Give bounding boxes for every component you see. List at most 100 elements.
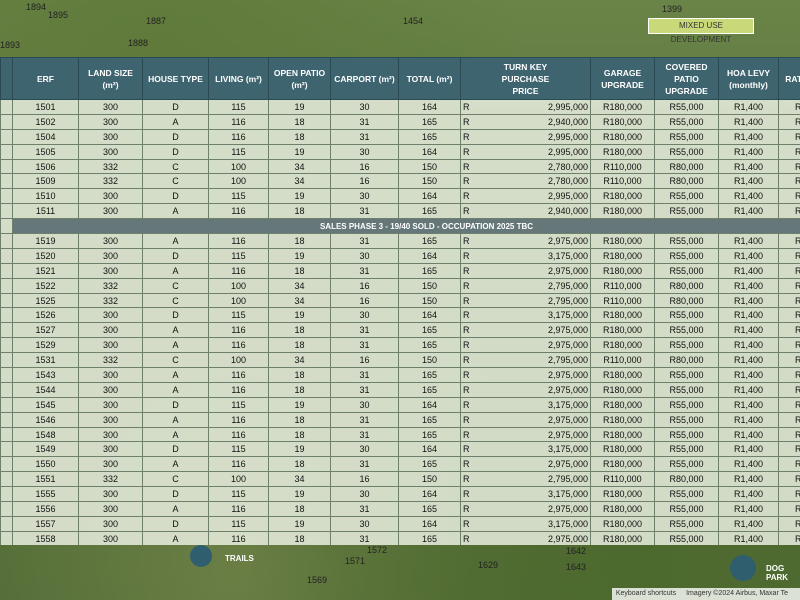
cell: 2,975,000 <box>524 456 592 473</box>
cell <box>0 337 13 354</box>
cell: 100 <box>208 292 269 309</box>
cell: 19 <box>268 396 331 413</box>
cell: A <box>142 411 209 428</box>
plot-label: 1895 <box>48 10 69 20</box>
cell <box>0 173 13 190</box>
data-row: 1511 300 A 116 18 31 165 R 2,940,000 R180,000 R55,… <box>0 203 800 220</box>
data-row: 1546 300 A 116 18 31 165 R 2,975,000 R180,000 R55,… <box>0 411 800 428</box>
cell: R1,400 <box>718 262 780 279</box>
cell: 31 <box>330 322 399 339</box>
cell: R55,000 <box>654 426 720 443</box>
cell: 300 <box>78 337 143 354</box>
cell: R <box>460 173 525 190</box>
plot-label: 1894 <box>26 2 47 12</box>
cell: R1,400 <box>718 277 780 294</box>
cell: 165 <box>398 367 461 383</box>
cell: 116 <box>208 367 269 383</box>
cell: 1546 <box>12 411 79 428</box>
cell <box>0 158 13 175</box>
header-cell: GARAGE UPGRADE <box>590 57 656 100</box>
cell: 100 <box>208 471 269 488</box>
cell: R80,000 <box>654 471 720 488</box>
cell: 332 <box>78 277 143 294</box>
cell <box>0 352 13 369</box>
cell: R55,000 <box>654 128 720 145</box>
cell: 1527 <box>12 322 79 339</box>
keyboard-shortcuts[interactable]: Keyboard shortcuts <box>615 590 677 597</box>
cell: R110,000 <box>590 158 656 175</box>
cell: R <box>460 307 525 324</box>
cell: R1,400 <box>718 530 780 545</box>
cell: R180,000 <box>590 337 656 354</box>
header-cell: LIVING (m²) <box>208 57 269 100</box>
cell: 164 <box>398 486 461 503</box>
cell <box>0 411 13 428</box>
cell: R2,037 <box>778 277 800 294</box>
data-row: 1543 300 A 116 18 31 165 R 2,975,000 R180,000 R55,… <box>0 367 800 383</box>
data-row: 1555 300 D 115 19 30 164 R 3,175,000 R180,000 R55,… <box>0 486 800 503</box>
cell: 150 <box>398 158 461 175</box>
cell: R1,935 <box>778 426 800 443</box>
cell: 100 <box>208 158 269 175</box>
cell: 2,975,000 <box>524 426 592 443</box>
cell: R1,673 <box>778 113 800 130</box>
cell: R <box>460 396 525 413</box>
cell: 165 <box>398 113 461 130</box>
cell: 300 <box>78 441 143 458</box>
cell: 1506 <box>12 158 79 175</box>
cell: R1,400 <box>718 352 780 369</box>
cell: R2,037 <box>778 292 800 309</box>
cell: R180,000 <box>590 426 656 443</box>
cell: R1,400 <box>718 307 780 324</box>
cell: 31 <box>330 113 399 130</box>
zone-label: MIXED USE DEVELOPMENT <box>648 18 754 44</box>
cell: R <box>460 441 525 458</box>
cell: R <box>460 352 525 369</box>
cell: 18 <box>268 322 331 339</box>
header-cell: TOTAL (m²) <box>398 57 461 100</box>
cell: 115 <box>208 247 269 264</box>
cell: R1,400 <box>718 188 780 205</box>
cell <box>0 501 13 517</box>
cell <box>0 426 13 443</box>
cell <box>0 292 13 309</box>
cell: 300 <box>78 262 143 279</box>
cell: 300 <box>78 247 143 264</box>
cell: R1,935 <box>778 381 800 398</box>
cell: 31 <box>330 233 399 249</box>
cell: 18 <box>268 262 331 279</box>
cell: 31 <box>330 128 399 145</box>
cell: R <box>460 367 525 383</box>
cell: R1,400 <box>718 233 780 249</box>
cell: 34 <box>268 292 331 309</box>
cell <box>0 277 13 294</box>
cell: R <box>460 188 525 205</box>
cell: R55,000 <box>654 337 720 354</box>
cell: R1,400 <box>718 515 780 532</box>
cell: 31 <box>330 426 399 443</box>
cell: R2,037 <box>778 352 800 369</box>
cell: 165 <box>398 456 461 473</box>
map-attribution: Keyboard shortcuts Imagery ©2024 Airbus,… <box>611 588 800 600</box>
cell: R1,935 <box>778 396 800 413</box>
cell: R180,000 <box>590 128 656 145</box>
cell: 300 <box>78 233 143 249</box>
cell: R2,037 <box>778 247 800 264</box>
cell: R80,000 <box>654 352 720 369</box>
cell: 18 <box>268 411 331 428</box>
cell: 1549 <box>12 441 79 458</box>
cell <box>0 441 13 458</box>
header-cell: COVERED PATIO UPGRADE <box>654 57 720 100</box>
cell: R <box>460 471 525 488</box>
cell: R1,789 <box>778 99 800 115</box>
cell: R <box>460 337 525 354</box>
cell: 300 <box>78 113 143 130</box>
cell: 1555 <box>12 486 79 503</box>
cell: R1,789 <box>778 143 800 160</box>
plot-label: 1569 <box>307 575 328 585</box>
cell: 2,975,000 <box>524 530 592 545</box>
cell: 3,175,000 <box>524 486 592 503</box>
cell: C <box>142 352 209 369</box>
header-cell: CARPORT (m²) <box>330 57 399 100</box>
cell: R1,789 <box>778 173 800 190</box>
